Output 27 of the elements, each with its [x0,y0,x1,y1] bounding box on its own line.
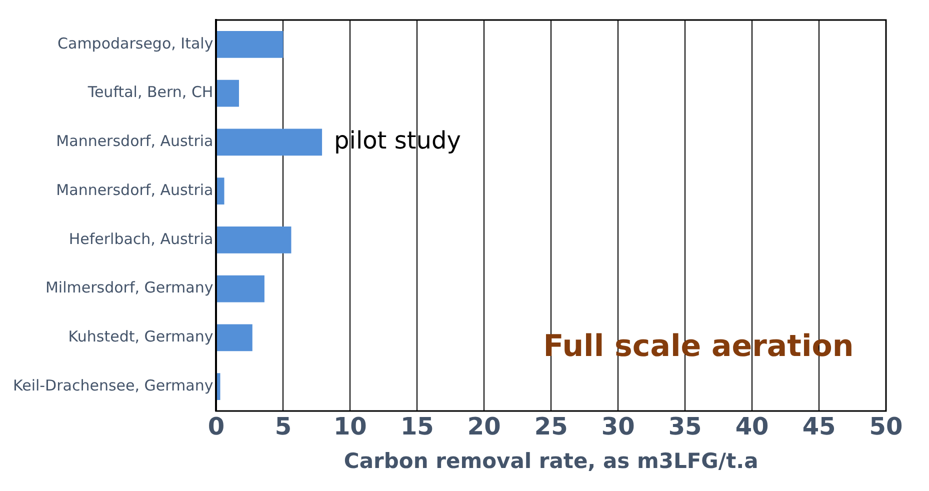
bar [216,80,239,107]
x-tick-label: 15 [400,412,434,441]
y-tick-label: Campodarsego, Italy [58,34,214,52]
x-tick-label: 50 [869,412,903,441]
y-tick-label: Milmersdorf, Germany [45,278,214,297]
y-tick-label: Mannersdorf, Austria [56,132,214,150]
y-tick-label: Mannersdorf, Austria [56,180,214,199]
x-tick-label: 45 [802,412,836,441]
x-axis-title: Carbon removal rate, as m3LFG/t.a [344,448,758,473]
x-tick-label: 40 [735,412,769,441]
y-tick-label: Keil-Drachensee, Germany [12,376,214,394]
bar [216,324,252,352]
bar [216,226,292,254]
x-tick-label: 20 [467,412,501,441]
y-tick-label: Heferlbach, Austria [68,230,214,248]
x-tick-label: 0 [208,412,225,441]
bar [216,275,264,302]
bar [216,30,284,58]
x-tick-label: 10 [333,412,367,441]
y-tick-label: Teuftal, Bern, CH [86,83,214,102]
x-tick-label: 35 [668,412,702,441]
x-tick-label: 25 [534,412,568,441]
bar [216,178,224,205]
x-tick-label: 30 [601,412,635,441]
y-tick-label: Kuhstedt, Germany [68,328,214,346]
bar [216,128,322,156]
x-tick-label: 5 [274,412,292,441]
